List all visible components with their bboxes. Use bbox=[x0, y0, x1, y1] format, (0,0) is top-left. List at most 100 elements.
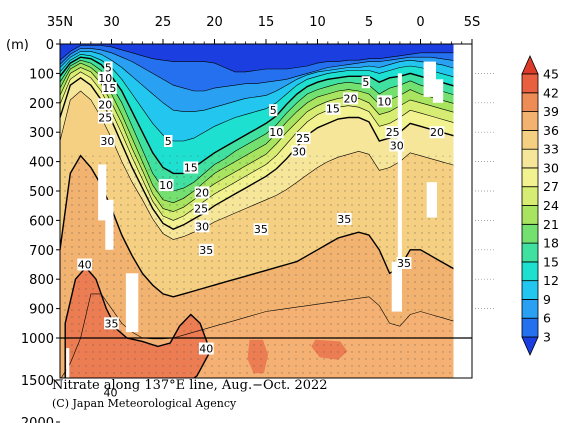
y-tick-label: 0 bbox=[46, 38, 54, 53]
nitrate-band-0-3 bbox=[60, 44, 472, 72]
contour-label: 20 bbox=[344, 92, 358, 105]
colorbar-label: 9 bbox=[543, 292, 551, 307]
contour-label-bg bbox=[104, 61, 113, 74]
y-tick-label: 100 bbox=[29, 67, 54, 82]
contour-label-bg bbox=[198, 342, 214, 355]
contour-label-bg bbox=[389, 139, 405, 152]
colorbar-label: 24 bbox=[543, 198, 559, 213]
y-unit-label: (m) bbox=[6, 38, 29, 53]
no-data-gap bbox=[426, 182, 437, 218]
y-tick-label: 1000 bbox=[21, 332, 54, 347]
contour-label: 10 bbox=[377, 95, 391, 108]
contour-line-3 bbox=[60, 45, 472, 73]
x-tick-label: 15 bbox=[258, 15, 275, 30]
colorbar-label: 39 bbox=[543, 104, 559, 119]
y-tick-label: 400 bbox=[29, 156, 54, 171]
contour-label-bg bbox=[77, 258, 93, 271]
y-tick-label: 800 bbox=[29, 273, 54, 288]
contour-label-bg bbox=[269, 104, 278, 117]
contour-label-bg bbox=[268, 126, 284, 139]
contour-label: 10 bbox=[98, 72, 112, 85]
contour-label-bg bbox=[97, 98, 113, 111]
contour-label-bg bbox=[193, 202, 209, 215]
contour-labels: 5101520253040355101520253035510152025303… bbox=[77, 61, 445, 400]
contour-label: 10 bbox=[269, 126, 283, 139]
contour-label: 5 bbox=[165, 135, 172, 148]
x-tick-label: 25 bbox=[155, 15, 172, 30]
contour-label: 30 bbox=[292, 145, 306, 158]
colorbar-under-triangle bbox=[521, 336, 539, 356]
colorbar-swatch bbox=[521, 148, 539, 169]
x-tick-label: 20 bbox=[206, 15, 223, 30]
contour-label-bg bbox=[325, 102, 341, 115]
contour-label: 30 bbox=[100, 135, 114, 148]
contour-label-bg bbox=[361, 76, 371, 89]
colorbar-label: 33 bbox=[543, 142, 559, 157]
contour-label-bg bbox=[377, 95, 392, 108]
y-tick-label: 2000 bbox=[21, 416, 54, 423]
x-tick-label: 30 bbox=[103, 15, 120, 30]
contour-label-bg bbox=[291, 145, 307, 158]
contour-label: 35 bbox=[397, 257, 411, 270]
contour-line-30 bbox=[60, 76, 472, 230]
colorbar-label: 30 bbox=[543, 160, 559, 175]
x-tick-label: 5 bbox=[365, 15, 373, 30]
contour-label: 15 bbox=[184, 162, 198, 175]
contour-label-bg bbox=[100, 135, 115, 147]
contour-label-bg bbox=[183, 161, 199, 174]
contour-label: 15 bbox=[326, 103, 340, 116]
colorbar-swatch bbox=[521, 317, 539, 338]
y-tick-label: 300 bbox=[29, 126, 54, 141]
colorbar-label: 21 bbox=[543, 217, 559, 232]
colorbar-swatch bbox=[521, 167, 539, 188]
contour-label: 35 bbox=[254, 223, 268, 236]
contour-label-bg bbox=[396, 257, 412, 269]
colorbar-label: 27 bbox=[543, 179, 559, 194]
contour-label: 35 bbox=[337, 213, 351, 226]
contour-label-bg bbox=[194, 220, 210, 233]
chart-title: Nitrate along 137°E line, Aug.−Oct. 2022 bbox=[52, 378, 328, 393]
contour-label-bg bbox=[97, 111, 113, 124]
contour-label: 5 bbox=[362, 76, 369, 89]
no-data-gap bbox=[391, 261, 402, 312]
colorbar-label: 15 bbox=[543, 254, 559, 269]
colorbar-swatch bbox=[521, 186, 539, 206]
contour-line-27 bbox=[60, 71, 472, 221]
no-data-gap bbox=[432, 79, 444, 103]
contour-label: 10 bbox=[159, 179, 173, 192]
contour-label: 40 bbox=[104, 387, 118, 400]
contour-line-40 bbox=[64, 266, 210, 378]
contour-label: 35 bbox=[199, 244, 213, 257]
y-tick-label: 900 bbox=[29, 303, 54, 318]
contour-label: 25 bbox=[296, 132, 310, 145]
contour-label: 40 bbox=[78, 259, 92, 272]
colorbar-swatch bbox=[521, 280, 539, 300]
no-data-gap bbox=[98, 164, 107, 221]
colorbar-swatch bbox=[521, 92, 539, 113]
colorbar-over-triangle bbox=[521, 55, 539, 75]
contour-label-bg bbox=[429, 126, 445, 139]
contour-label-bg bbox=[97, 71, 113, 84]
contour-label: 25 bbox=[386, 126, 400, 139]
colorbar-label: 45 bbox=[543, 67, 559, 82]
contour-label: 20 bbox=[195, 187, 209, 200]
x-tick-label: 35N bbox=[47, 15, 73, 30]
contour-label: 20 bbox=[430, 126, 444, 139]
contour-label: 5 bbox=[105, 62, 112, 75]
colorbar-label: 12 bbox=[543, 273, 559, 288]
colorbar-label: 36 bbox=[543, 123, 559, 138]
axes: 35N 30 25 20 15 10 5 0 5S(m) 01002003004005006007… bbox=[6, 15, 496, 423]
colorbar-label: 6 bbox=[543, 311, 551, 326]
contour-label-bg bbox=[343, 92, 358, 105]
contour-label: 30 bbox=[390, 139, 404, 152]
contour-label-bg bbox=[253, 223, 269, 236]
contour-label: 25 bbox=[194, 203, 208, 216]
contour-line-33 bbox=[60, 90, 472, 240]
contour-label-bg bbox=[336, 212, 352, 225]
colorbar-swatch bbox=[521, 223, 539, 244]
contour-line-9 bbox=[60, 51, 472, 112]
contour-line-12 bbox=[60, 53, 472, 142]
contour-label-bg bbox=[194, 186, 210, 199]
